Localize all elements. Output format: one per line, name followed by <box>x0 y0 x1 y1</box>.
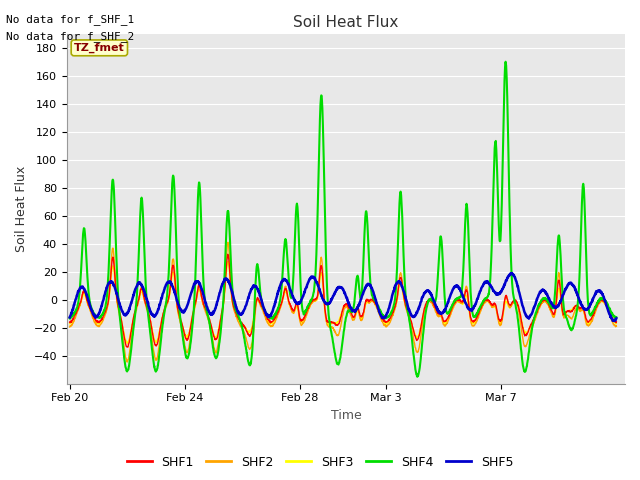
X-axis label: Time: Time <box>330 409 361 422</box>
Text: No data for f_SHF_1: No data for f_SHF_1 <box>6 14 134 25</box>
Y-axis label: Soil Heat Flux: Soil Heat Flux <box>15 166 28 252</box>
Text: No data for f_SHF_2: No data for f_SHF_2 <box>6 31 134 42</box>
Legend: SHF1, SHF2, SHF3, SHF4, SHF5: SHF1, SHF2, SHF3, SHF4, SHF5 <box>122 451 518 474</box>
Title: Soil Heat Flux: Soil Heat Flux <box>293 15 399 30</box>
Text: TZ_fmet: TZ_fmet <box>74 43 125 53</box>
